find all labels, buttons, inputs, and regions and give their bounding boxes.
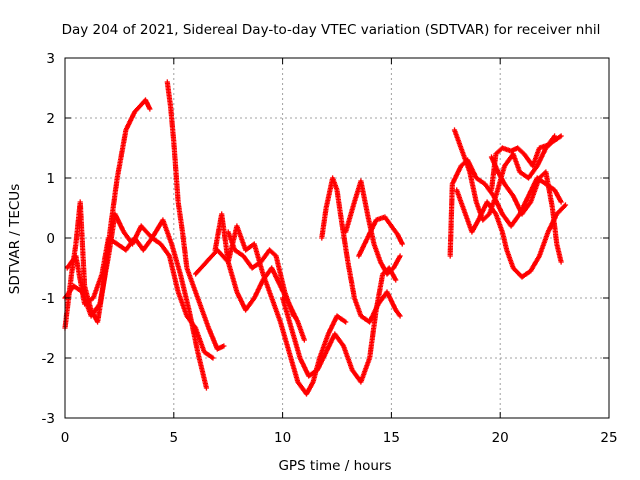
data-markers-track-14: [454, 187, 569, 280]
y-tick-label: -1: [42, 291, 55, 307]
chart-title: Day 204 of 2021, Sidereal Day-to-day VTE…: [62, 22, 601, 38]
series-track-14: [454, 187, 569, 280]
series-track-10: [343, 178, 403, 277]
series-track-11: [356, 214, 405, 259]
x-tick-label: 15: [383, 430, 400, 446]
data-markers-track-10: [343, 178, 403, 277]
series-track-8: [280, 265, 399, 385]
x-tick-label: 20: [492, 430, 509, 446]
x-tick-label: 25: [600, 430, 617, 446]
x-tick-label: 0: [61, 430, 70, 446]
y-tick-label: 1: [46, 171, 55, 187]
data-markers-track-7: [212, 211, 349, 397]
data-markers-track-11: [356, 214, 405, 259]
ticks: 0 5 10 15 20 25 -3 -2 -1 0 1 2 3: [42, 51, 618, 446]
y-tick-label: 2: [46, 111, 55, 127]
data-markers-track-1: [62, 97, 153, 331]
data-markers-track-9: [319, 175, 403, 325]
grid: [65, 58, 609, 418]
y-tick-label: 0: [46, 231, 55, 247]
series-track-7: [212, 211, 349, 397]
series-track-4: [64, 235, 216, 361]
series-track-1: [62, 97, 153, 331]
data-markers-track-2: [164, 79, 227, 352]
x-tick-label: 10: [274, 430, 291, 446]
y-axis-label: SDTVAR / TECUs: [7, 184, 23, 294]
y-tick-label: -2: [42, 351, 55, 367]
series-track-9: [319, 175, 403, 325]
x-tick-label: 5: [170, 430, 179, 446]
x-axis-label: GPS time / hours: [278, 458, 391, 474]
data-markers-track-4: [64, 235, 216, 361]
data-markers-track-16: [488, 133, 558, 193]
series-track-16: [488, 133, 558, 193]
data-markers-track-8: [280, 265, 399, 385]
y-tick-label: 3: [46, 51, 55, 67]
data-markers-track-15: [488, 154, 564, 265]
y-tick-label: -3: [42, 411, 55, 427]
series-track-2: [164, 79, 227, 352]
series-track-15: [488, 154, 564, 265]
